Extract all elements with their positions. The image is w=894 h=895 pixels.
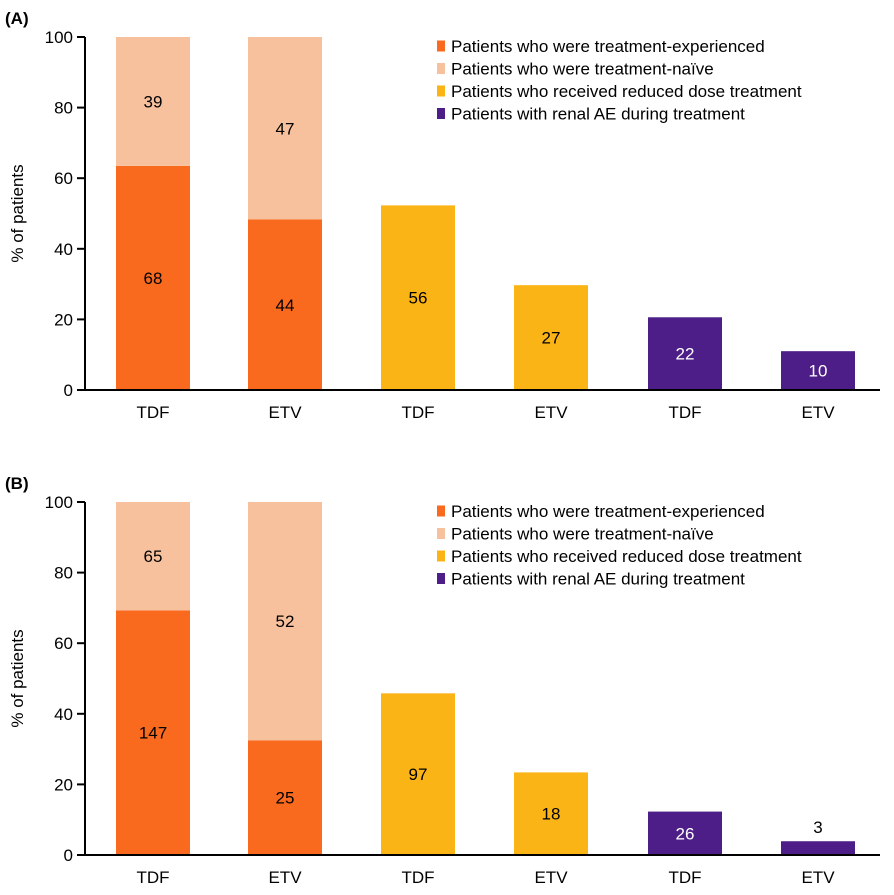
y-tick-label: 80 (54, 99, 73, 118)
x-tick-label: TDF (401, 868, 434, 887)
bar-value-label: 25 (276, 789, 295, 808)
panel-label: (A) (5, 9, 29, 28)
legend: Patients who were treatment-experienced P… (437, 37, 802, 124)
bar-experienced-tdf (116, 165, 190, 390)
legend-swatch-experienced (437, 505, 445, 517)
bar-value-label: 97 (409, 765, 428, 784)
legend-swatch-reduced (437, 550, 445, 562)
bar-value-label: 147 (139, 724, 167, 743)
legend-swatch-naive (437, 63, 445, 74)
chart-panel-b: (B) % of patients 147 65 25 52 97 18 26 3 0 20 40 60 8… (5, 474, 880, 887)
legend-label-naive: Patients who were treatment-naïve (451, 525, 714, 544)
bar-value-label: 18 (542, 805, 561, 824)
legend-swatch-experienced (437, 40, 445, 52)
bar-value-label: 65 (144, 547, 163, 566)
bar-value-label: 10 (809, 362, 828, 381)
y-tick-label: 40 (54, 240, 73, 259)
bar-renal-tdf (648, 811, 722, 855)
bar-naive-tdf (116, 37, 190, 166)
bar-renal-tdf (648, 317, 722, 390)
bar-reduced-etv (514, 285, 588, 390)
bar-reduced-tdf (381, 205, 455, 390)
x-tick-label: ETV (534, 403, 568, 422)
legend-label-naive: Patients who were treatment-naïve (451, 60, 714, 79)
legend-swatch-naive (437, 528, 445, 539)
x-tick-label: TDF (136, 868, 169, 887)
legend-label-renal: Patients with renal AE during treatment (451, 570, 745, 589)
bar-value-label: 56 (409, 289, 428, 308)
x-tick-label: TDF (401, 403, 434, 422)
y-tick-label: 100 (45, 493, 73, 512)
x-tick-label: ETV (801, 403, 835, 422)
chart-panel-a: (A)% of patients683944475627221002040608… (5, 9, 880, 422)
bar-renal-etv (781, 351, 855, 390)
legend-swatch-renal (437, 108, 445, 119)
x-tick-label: ETV (801, 868, 835, 887)
legend-label-experienced: Patients who were treatment-experienced (451, 37, 765, 56)
x-tick-label: ETV (534, 868, 568, 887)
y-axis-title: % of patients (8, 164, 27, 262)
bar-value-label: 68 (144, 269, 163, 288)
bar-experienced-etv (248, 740, 322, 855)
y-tick-label: 60 (54, 169, 73, 188)
y-tick-label: 60 (54, 634, 73, 653)
legend-label-experienced: Patients who were treatment-experienced (451, 502, 765, 521)
panel-label: (B) (5, 474, 29, 493)
bar-naive-tdf (116, 502, 190, 611)
y-tick-label: 0 (64, 846, 73, 865)
bar-renal-etv (781, 841, 855, 855)
bar-value-label: 27 (542, 329, 561, 348)
bar-naive-etv (248, 37, 322, 220)
bar-value-label: 47 (276, 119, 295, 138)
bar-value-label: 3 (813, 818, 822, 837)
x-tick-label: ETV (268, 403, 302, 422)
y-tick-label: 20 (54, 310, 73, 329)
x-tick-label: TDF (668, 868, 701, 887)
bar-value-label: 44 (276, 296, 295, 315)
bar-reduced-etv (514, 772, 588, 855)
y-axis-title: % of patients (8, 629, 27, 727)
y-tick-label: 20 (54, 775, 73, 794)
bar-reduced-tdf (381, 693, 455, 855)
y-tick-label: 0 (64, 381, 73, 400)
bar-experienced-tdf (116, 610, 190, 855)
legend-label-reduced: Patients who received reduced dose treat… (451, 547, 802, 566)
legend-swatch-reduced (437, 85, 445, 97)
bar-naive-etv (248, 502, 322, 741)
bar-value-label: 52 (276, 612, 295, 631)
x-tick-label: ETV (268, 868, 302, 887)
y-tick-label: 100 (45, 28, 73, 47)
legend-label-renal: Patients with renal AE during treatment (451, 105, 745, 124)
y-tick-label: 40 (54, 705, 73, 724)
bar-value-label: 39 (144, 92, 163, 111)
bar-experienced-etv (248, 219, 322, 390)
y-tick-label: 80 (54, 564, 73, 583)
x-tick-label: TDF (136, 403, 169, 422)
bar-value-label: 22 (676, 345, 695, 364)
x-tick-label: TDF (668, 403, 701, 422)
bar-value-label: 26 (676, 824, 695, 843)
legend-swatch-renal (437, 573, 445, 584)
legend-label-reduced: Patients who received reduced dose treat… (451, 82, 802, 101)
legend: Patients who were treatment-experienced P… (437, 502, 802, 589)
